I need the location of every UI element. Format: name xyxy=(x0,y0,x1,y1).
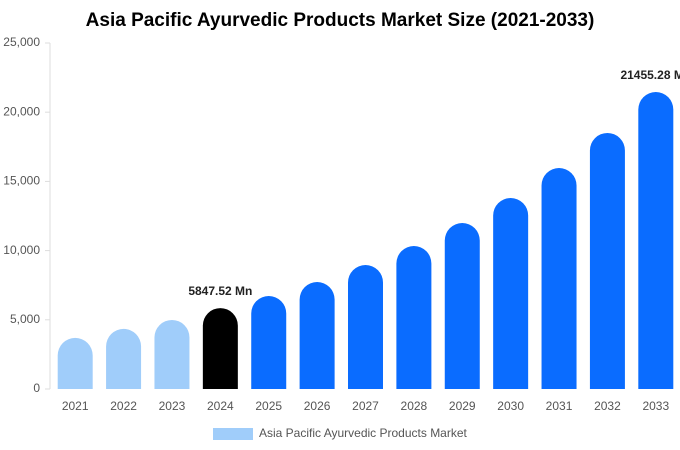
bar xyxy=(106,328,142,389)
bar xyxy=(638,92,674,389)
data-label: 21455.28 Mn xyxy=(620,68,680,82)
bar xyxy=(154,319,190,389)
bar xyxy=(202,308,238,389)
y-tick-label: 20,000 xyxy=(3,104,40,118)
x-tick-label: 2027 xyxy=(352,399,379,413)
y-tick-label: 25,000 xyxy=(3,35,40,49)
x-tick-label: 2029 xyxy=(449,399,476,413)
bar xyxy=(444,223,480,389)
y-tick-label: 5,000 xyxy=(10,312,40,326)
bar xyxy=(589,132,625,389)
y-tick-label: 15,000 xyxy=(3,174,40,188)
y-tick-label: 0 xyxy=(33,381,40,395)
x-tick-label: 2023 xyxy=(159,399,186,413)
x-tick-label: 2028 xyxy=(401,399,428,413)
x-tick-label: 2030 xyxy=(497,399,524,413)
x-tick-label: 2033 xyxy=(642,399,669,413)
x-tick-label: 2022 xyxy=(110,399,137,413)
x-tick-label: 2026 xyxy=(304,399,331,413)
data-label: 5847.52 Mn xyxy=(188,284,252,298)
x-tick-label: 2025 xyxy=(255,399,282,413)
bar xyxy=(541,167,577,389)
legend-label: Asia Pacific Ayurvedic Products Market xyxy=(259,426,468,440)
chart-title: Asia Pacific Ayurvedic Products Market S… xyxy=(86,10,595,31)
x-tick-label: 2024 xyxy=(207,399,234,413)
bar xyxy=(348,264,383,389)
x-tick-label: 2032 xyxy=(594,399,621,413)
x-tick-label: 2031 xyxy=(546,399,573,413)
bar xyxy=(493,198,529,389)
bar xyxy=(299,282,335,389)
x-tick-label: 2021 xyxy=(62,399,89,413)
bar xyxy=(57,337,93,389)
legend-swatch xyxy=(213,428,253,440)
bar xyxy=(251,295,287,389)
y-tick-label: 10,000 xyxy=(3,243,40,257)
bar xyxy=(396,246,432,389)
